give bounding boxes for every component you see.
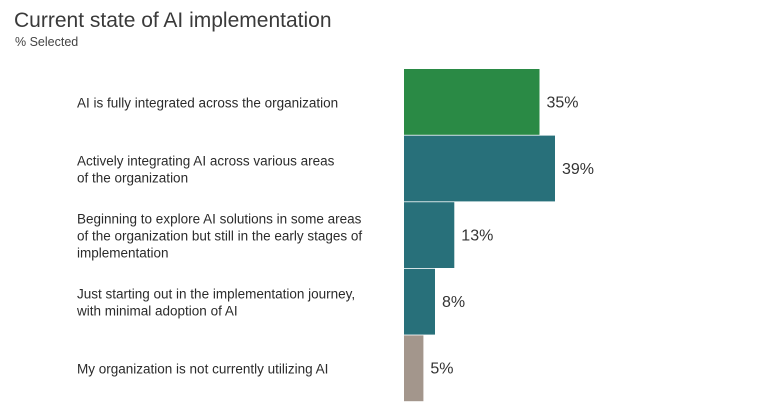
bar-3 (404, 202, 455, 268)
category-label-line: My organization is not currently utilizi… (77, 362, 328, 377)
category-label-1: AI is fully integrated across the organi… (77, 95, 338, 110)
chart-subtitle: % Selected (15, 35, 79, 49)
category-label-line: implementation (77, 246, 169, 261)
category-label-line: of the organization (77, 170, 188, 185)
category-label-5: My organization is not currently utilizi… (77, 362, 328, 377)
value-label-1: 35% (547, 94, 579, 111)
value-label-4: 8% (442, 294, 465, 311)
category-label-2: Actively integrating AI across various a… (77, 153, 335, 185)
category-label-4: Just starting out in the implementation … (76, 287, 355, 319)
category-label-line: Actively integrating AI across various a… (77, 153, 335, 168)
value-label-5: 5% (430, 361, 453, 378)
bar-5 (404, 335, 424, 402)
category-label-line: Just starting out in the implementation … (77, 287, 355, 302)
bar-2 (404, 135, 555, 202)
category-label-line: with minimal adoption of AI (76, 304, 238, 319)
category-label-line: Beginning to explore AI solutions in som… (77, 212, 362, 227)
value-label-2: 39% (562, 161, 594, 178)
bar-4 (404, 268, 435, 335)
category-label-3: Beginning to explore AI solutions in som… (77, 212, 362, 261)
chart-title: Current state of AI implementation (14, 9, 332, 32)
category-label-line: AI is fully integrated across the organi… (77, 95, 338, 110)
value-label-3: 13% (461, 228, 493, 245)
category-label-line: of the organization but still in the ear… (77, 229, 362, 244)
bar-1 (404, 69, 540, 135)
